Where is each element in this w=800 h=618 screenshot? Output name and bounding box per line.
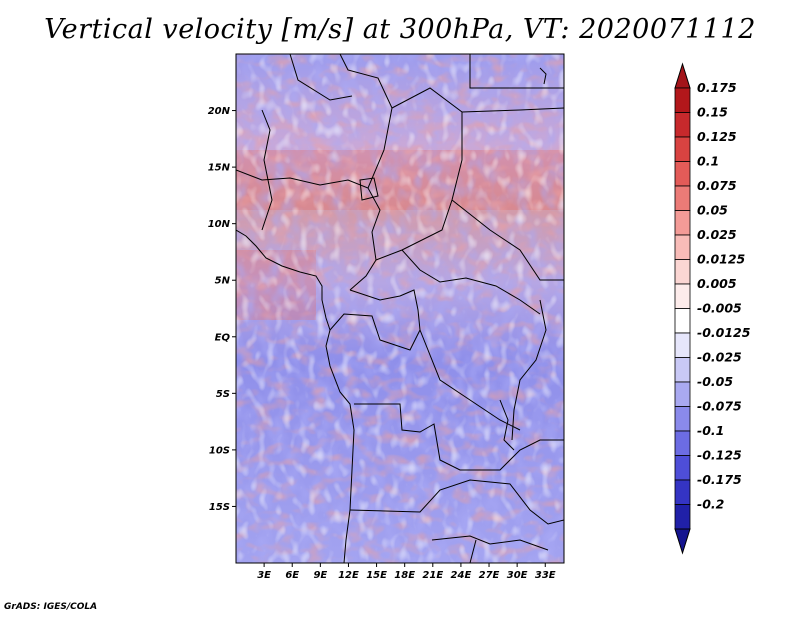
lon-tick-label: 24E bbox=[451, 570, 472, 581]
colorbar-swatch bbox=[674, 357, 691, 383]
border-egypt bbox=[469, 54, 564, 89]
lon-tick-label: 3E bbox=[257, 570, 271, 581]
colorbar-swatch bbox=[674, 283, 691, 309]
colorbar-label: -0.2 bbox=[697, 497, 724, 512]
colorbar-label: 0.1 bbox=[697, 154, 719, 169]
map-plot-area bbox=[236, 54, 564, 563]
longitude-axis: 3E 6E 9E 12E 15E 18E 21E 24E 27E 30E 33E bbox=[257, 563, 556, 581]
colorbar: 0.175 0.15 0.125 0.1 0.075 0.05 0.025 0.0125 0.0… bbox=[674, 62, 751, 555]
colorbar-swatch bbox=[674, 406, 691, 432]
colorbar-label: -0.125 bbox=[697, 448, 742, 463]
grads-credit: GrADS: IGES/COLA bbox=[4, 602, 98, 612]
colorbar-bottom-arrow bbox=[674, 528, 691, 555]
colorbar-swatch bbox=[674, 381, 691, 407]
colorbar-swatch bbox=[674, 210, 691, 236]
colorbar-label: -0.05 bbox=[697, 374, 733, 389]
coastline-west bbox=[236, 229, 355, 563]
colorbar-swatch bbox=[674, 161, 691, 187]
colorbar-swatch bbox=[674, 185, 691, 211]
lake-chad bbox=[359, 177, 379, 201]
colorbar-label: 0.075 bbox=[697, 178, 737, 193]
border-niger-west bbox=[261, 109, 273, 231]
lat-tick-label: 15N bbox=[208, 163, 231, 174]
coastlines-borders bbox=[236, 54, 564, 563]
colorbar-swatch bbox=[674, 479, 691, 505]
colorbar-label: 0.005 bbox=[697, 276, 737, 291]
lon-tick-label: 21E bbox=[422, 570, 443, 581]
colorbar-swatch bbox=[674, 308, 691, 334]
border-algeria bbox=[289, 54, 353, 101]
colorbar-swatch bbox=[674, 259, 691, 285]
colorbar-label: 0.0125 bbox=[697, 252, 746, 267]
border-chad bbox=[375, 87, 463, 261]
lat-tick-label: 15S bbox=[209, 502, 230, 513]
lat-tick-label: 5N bbox=[215, 276, 231, 287]
colorbar-swatch bbox=[674, 455, 691, 481]
border-libya-egypt bbox=[461, 107, 564, 113]
border-south bbox=[431, 535, 549, 551]
lat-tick-label: 5S bbox=[216, 389, 230, 400]
colorbar-label: -0.0125 bbox=[697, 325, 751, 340]
border-car bbox=[401, 249, 541, 315]
colorbar-swatch bbox=[674, 136, 691, 162]
border-gabon-congo bbox=[329, 313, 421, 351]
colorbar-label: 0.125 bbox=[697, 129, 737, 144]
border-cameroon bbox=[349, 289, 421, 331]
border-north bbox=[339, 54, 393, 189]
lon-tick-label: 9E bbox=[313, 570, 327, 581]
colorbar-label: -0.175 bbox=[697, 472, 742, 487]
colorbar-swatch bbox=[674, 504, 691, 530]
colorbar-label: 0.025 bbox=[697, 227, 737, 242]
lon-tick-label: 6E bbox=[285, 570, 299, 581]
border-sudan bbox=[451, 199, 564, 281]
colorbar-label: -0.075 bbox=[697, 399, 742, 414]
map-title: Vertical velocity [m/s] at 300hPa, VT: 2… bbox=[44, 14, 756, 45]
colorbar-swatch bbox=[674, 332, 691, 358]
colorbar-label: 0.05 bbox=[697, 203, 728, 218]
border-south-2 bbox=[469, 539, 477, 563]
lon-tick-label: 27E bbox=[479, 570, 500, 581]
border-drc-east bbox=[419, 329, 521, 431]
lakes-east bbox=[511, 299, 547, 441]
colorbar-label: -0.005 bbox=[697, 301, 742, 316]
lat-tick-label: 10S bbox=[209, 445, 230, 456]
colorbar-top-arrow bbox=[674, 62, 691, 89]
latitude-axis: 20N 15N 10N 5N EQ 5S 10S 15S bbox=[208, 106, 236, 513]
border-zambia bbox=[349, 479, 564, 525]
lon-tick-label: 12E bbox=[338, 570, 359, 581]
lon-tick-label: 33E bbox=[535, 570, 556, 581]
lon-tick-label: 30E bbox=[507, 570, 528, 581]
map-frame bbox=[235, 53, 565, 564]
lat-tick-label: 20N bbox=[208, 106, 231, 117]
colorbar-label: 0.15 bbox=[697, 105, 728, 120]
colorbar-label: -0.1 bbox=[697, 423, 724, 438]
colorbar-swatch bbox=[674, 112, 691, 138]
lat-tick-label: 10N bbox=[208, 219, 231, 230]
colorbar-swatch bbox=[674, 87, 691, 113]
field-white-texture bbox=[236, 54, 564, 563]
lon-tick-label: 15E bbox=[366, 570, 387, 581]
nile-delta bbox=[539, 67, 547, 85]
lat-tick-label: EQ bbox=[215, 332, 231, 343]
lake-tanganyika bbox=[499, 399, 515, 451]
colorbar-swatch bbox=[674, 234, 691, 260]
colorbar-swatch bbox=[674, 430, 691, 456]
colorbar-label: -0.025 bbox=[697, 350, 742, 365]
colorbar-label: 0.175 bbox=[697, 80, 737, 95]
lon-tick-label: 18E bbox=[394, 570, 415, 581]
border-drc-angola bbox=[354, 403, 564, 471]
